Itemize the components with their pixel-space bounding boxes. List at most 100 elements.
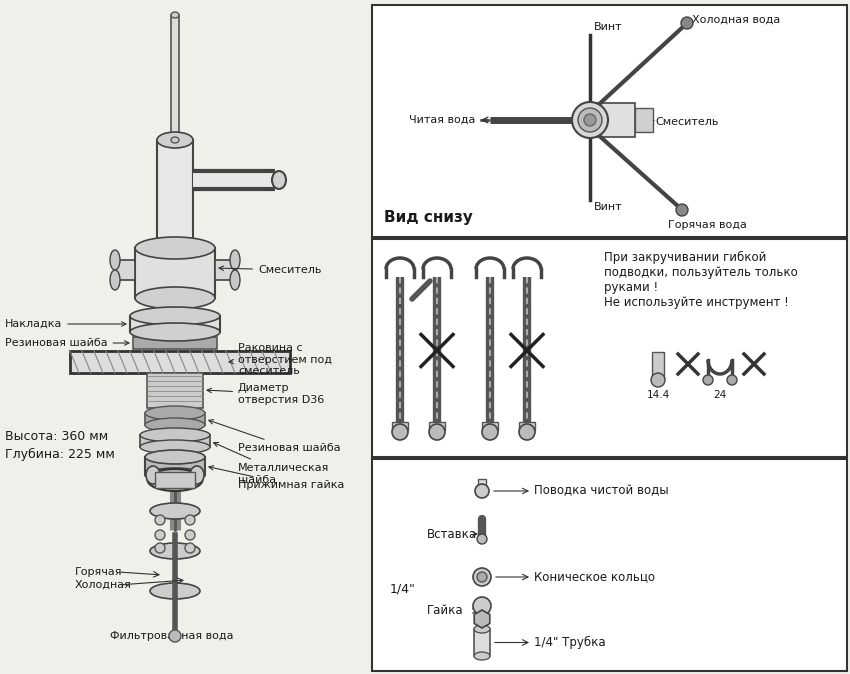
Bar — [155, 472, 195, 488]
Ellipse shape — [140, 440, 210, 454]
Text: Гайка: Гайка — [427, 605, 463, 617]
Bar — [147, 373, 203, 408]
Text: Холодная вода: Холодная вода — [692, 15, 780, 25]
Bar — [215, 260, 235, 280]
Text: Винт: Винт — [594, 202, 622, 212]
Bar — [392, 422, 408, 430]
Text: Накладка: Накладка — [5, 319, 126, 329]
Ellipse shape — [130, 307, 220, 325]
Text: Смеситель: Смеситель — [655, 117, 718, 127]
Ellipse shape — [148, 469, 202, 491]
Bar — [130, 316, 220, 332]
Text: Коническое кольцо: Коническое кольцо — [534, 570, 655, 584]
Circle shape — [703, 375, 713, 385]
Text: Вид снизу: Вид снизу — [384, 210, 473, 225]
Ellipse shape — [150, 543, 200, 559]
Text: 1/4" Трубка: 1/4" Трубка — [534, 636, 605, 649]
Bar — [372, 5, 847, 237]
Circle shape — [578, 108, 602, 132]
Text: Холодная: Холодная — [75, 580, 132, 590]
Text: Читая вода: Читая вода — [409, 115, 475, 125]
Bar — [140, 435, 210, 447]
Ellipse shape — [135, 237, 215, 259]
Ellipse shape — [157, 132, 193, 148]
Bar — [133, 337, 217, 349]
Ellipse shape — [145, 468, 205, 482]
Text: Диаметр
отверстия D36: Диаметр отверстия D36 — [207, 383, 324, 404]
Circle shape — [392, 424, 408, 440]
Bar — [157, 140, 193, 248]
Ellipse shape — [474, 652, 490, 660]
Circle shape — [155, 530, 165, 540]
Text: Винт: Винт — [594, 22, 622, 32]
Ellipse shape — [130, 323, 220, 341]
Text: Резиновая шайба: Резиновая шайба — [209, 420, 341, 453]
Bar — [171, 15, 179, 140]
Text: Прижимная гайка: Прижимная гайка — [209, 466, 344, 490]
Circle shape — [169, 630, 181, 642]
Bar — [115, 260, 135, 280]
Text: Резиновая шайба: Резиновая шайба — [5, 338, 129, 348]
Circle shape — [155, 543, 165, 553]
Text: Горячая вода: Горячая вода — [668, 220, 747, 230]
Text: Высота: 360 мм: Высота: 360 мм — [5, 430, 108, 443]
Bar — [70, 351, 290, 373]
Bar — [145, 457, 205, 475]
Circle shape — [185, 530, 195, 540]
Circle shape — [727, 375, 737, 385]
Circle shape — [477, 534, 487, 544]
Text: 14.4: 14.4 — [646, 390, 670, 400]
Ellipse shape — [230, 250, 240, 270]
Circle shape — [482, 424, 498, 440]
Ellipse shape — [150, 583, 200, 599]
Circle shape — [584, 114, 596, 126]
Bar — [372, 239, 847, 457]
Ellipse shape — [146, 466, 160, 484]
Bar — [635, 108, 653, 132]
Circle shape — [429, 424, 445, 440]
Ellipse shape — [135, 287, 215, 309]
Text: Глубина: 225 мм: Глубина: 225 мм — [5, 448, 115, 461]
Bar — [145, 413, 205, 425]
Ellipse shape — [140, 428, 210, 442]
Ellipse shape — [150, 503, 200, 519]
Text: Вставка: Вставка — [427, 528, 477, 541]
Circle shape — [475, 484, 489, 498]
Circle shape — [185, 515, 195, 525]
Circle shape — [519, 424, 535, 440]
Ellipse shape — [171, 137, 179, 143]
Circle shape — [572, 102, 608, 138]
Circle shape — [473, 568, 491, 586]
Text: 1/4": 1/4" — [390, 582, 416, 596]
Ellipse shape — [230, 270, 240, 290]
Circle shape — [155, 515, 165, 525]
Ellipse shape — [171, 12, 179, 18]
Bar — [652, 352, 664, 380]
Ellipse shape — [145, 406, 205, 420]
Ellipse shape — [110, 270, 120, 290]
Bar — [135, 248, 215, 298]
Circle shape — [473, 597, 491, 615]
Circle shape — [477, 572, 487, 582]
Ellipse shape — [145, 450, 205, 464]
Bar — [429, 422, 445, 430]
Ellipse shape — [474, 625, 490, 633]
Circle shape — [185, 543, 195, 553]
Circle shape — [681, 17, 693, 29]
Bar — [171, 298, 179, 316]
Ellipse shape — [190, 466, 204, 484]
Ellipse shape — [272, 171, 286, 189]
Text: Горячая: Горячая — [75, 567, 122, 577]
Bar — [482, 422, 498, 430]
Text: При закручивании гибкой
подводки, пользуйтель только
руками !
Не используйте инс: При закручивании гибкой подводки, пользу… — [604, 251, 798, 309]
Bar — [585, 103, 635, 137]
Ellipse shape — [145, 418, 205, 432]
Text: 24: 24 — [713, 390, 727, 400]
Text: Раковина с
отверстием под
смеситель: Раковина с отверстием под смеситель — [229, 343, 332, 376]
Text: Смеситель: Смеситель — [219, 265, 321, 275]
Bar — [372, 459, 847, 671]
Circle shape — [676, 204, 688, 216]
Circle shape — [651, 373, 665, 387]
Text: Поводка чистой воды: Поводка чистой воды — [534, 485, 669, 497]
Bar — [474, 629, 490, 656]
